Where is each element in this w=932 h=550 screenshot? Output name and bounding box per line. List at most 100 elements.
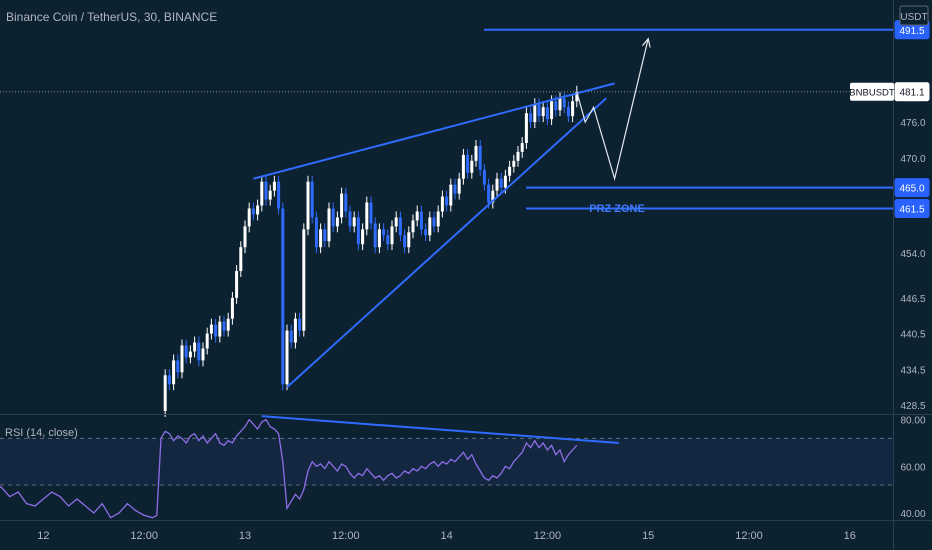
candle-body [566, 107, 570, 117]
candle [436, 205, 440, 233]
candle-body [281, 208, 285, 385]
candle-body [163, 375, 167, 412]
candle [243, 220, 247, 254]
candle [222, 315, 226, 337]
candle-body [209, 324, 213, 334]
candle-body [461, 154, 465, 179]
candle-body [226, 318, 230, 331]
candle [415, 205, 419, 227]
wedge-upper-line [253, 82, 615, 180]
candle [184, 339, 188, 364]
candle [495, 172, 499, 197]
candle-body [550, 101, 554, 120]
candle [453, 178, 457, 200]
candle [533, 98, 537, 129]
candle [457, 172, 461, 200]
candle [302, 223, 306, 337]
candle [377, 223, 381, 254]
price-tick-label: 428.5 [900, 401, 925, 412]
candle [247, 202, 251, 233]
candle [167, 369, 171, 391]
time-tick-label: 12:00 [534, 530, 562, 542]
candle [352, 211, 356, 233]
candle-body [172, 360, 176, 385]
candle [529, 107, 533, 129]
candle [537, 98, 541, 123]
candle [214, 318, 218, 343]
rsi-band-fill [0, 438, 893, 485]
symbol-badge-text: BNBUSDT [849, 88, 895, 99]
candle-body [545, 107, 549, 120]
candle [193, 336, 197, 358]
candle-body [571, 101, 575, 117]
candle [470, 154, 474, 179]
time-tick-label: 12:00 [735, 530, 763, 542]
time-tick-label: 16 [844, 530, 856, 542]
last-price-badge-text: 481.1 [899, 88, 924, 99]
candle [188, 345, 192, 364]
candle [558, 92, 562, 117]
candle [281, 202, 285, 391]
price-badges: 491.5 465.0 461.5 481.1 BNBUSDT [849, 20, 930, 218]
candle-body [394, 217, 398, 227]
candle [335, 211, 339, 233]
symbol-title[interactable]: Binance Coin / TetherUS, 30, BINANCE [6, 10, 217, 24]
candle-body [319, 229, 323, 248]
rsi-title[interactable]: RSI (14, close) [5, 427, 78, 439]
candle-body [352, 217, 356, 227]
candle [361, 223, 365, 251]
rsi-tick-label: 60.00 [900, 462, 925, 473]
candle [314, 211, 318, 254]
candle [268, 184, 272, 206]
candle-body [289, 330, 293, 343]
candle [289, 324, 293, 349]
candle-body [218, 321, 222, 337]
candle-body [524, 113, 528, 143]
price-tick-label: 454.0 [900, 249, 925, 260]
candle [306, 175, 310, 236]
candle-body [398, 217, 402, 236]
candle [524, 107, 528, 149]
candle-body [487, 184, 491, 203]
candle [449, 178, 453, 212]
prz-bottom-badge-box [894, 198, 930, 218]
candle-body [508, 166, 512, 176]
candle-body [457, 178, 461, 194]
candle-body [335, 217, 339, 227]
candle-body [386, 235, 390, 245]
candle-body [197, 342, 201, 361]
candle-body [495, 178, 499, 191]
time-tick-label: 12:00 [332, 530, 360, 542]
price-tick-label: 476.0 [900, 118, 925, 129]
price-tick-label: 434.5 [900, 365, 925, 376]
candle [432, 211, 436, 233]
price-axis[interactable]: 428.5 434.5 440.5 446.5 454.0 470.0 476.0 [900, 118, 925, 412]
candle [235, 265, 239, 304]
currency-button[interactable]: USDT [899, 5, 929, 26]
time-axis[interactable]: 12 12:00 13 12:00 14 12:00 15 12:00 16 [37, 530, 856, 542]
prz-top-badge: 465.0 [894, 178, 930, 198]
last-price-badge: 481.1 [894, 82, 930, 102]
candle [386, 229, 390, 251]
target-price-badge-text: 491.5 [899, 26, 924, 37]
time-tick-label: 12:00 [130, 530, 158, 542]
candle [373, 217, 377, 254]
candle-body [445, 196, 449, 206]
candle-body [373, 223, 377, 248]
candle-body [436, 211, 440, 227]
candle-body [478, 145, 482, 170]
rsi-axis[interactable]: 80.00 60.00 40.00 [900, 416, 925, 520]
prz-zone-label: PRZ ZONE [589, 203, 645, 215]
candle-body [256, 205, 260, 215]
candle [197, 336, 201, 367]
candle-body [554, 101, 558, 111]
candle [226, 312, 230, 337]
candle-body [407, 232, 411, 248]
candle [508, 160, 512, 182]
candle [482, 163, 486, 191]
candle-body [188, 351, 192, 358]
candle-body [541, 107, 545, 117]
candle-body [424, 229, 428, 236]
